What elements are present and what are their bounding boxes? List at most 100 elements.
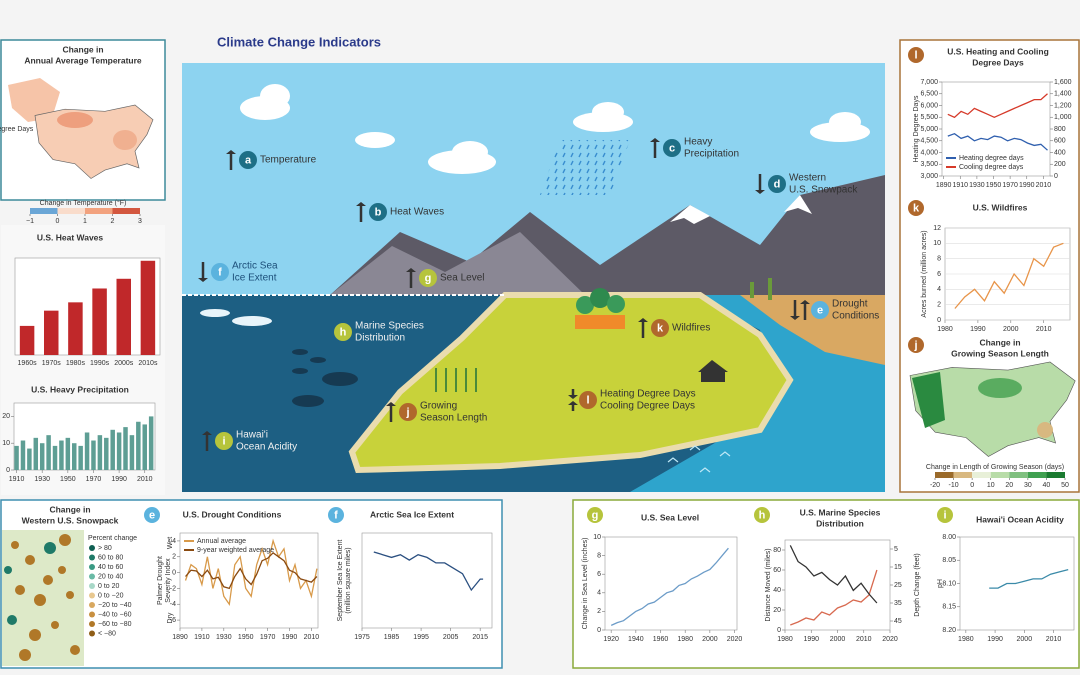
y2-tick-label: 1,400	[1054, 91, 1072, 98]
trend-arrow-head	[568, 395, 578, 399]
y-tick-label: 4,000	[920, 149, 938, 156]
y-tick-label: 8.05	[942, 557, 956, 564]
map-station	[66, 591, 74, 599]
y-tick-label: -6	[170, 617, 176, 624]
legend-label: > 80	[98, 545, 112, 552]
map-patch	[978, 378, 1022, 398]
map-station	[34, 594, 46, 606]
bar	[136, 421, 141, 470]
y-tick-label: 12	[933, 225, 941, 232]
map-patch	[912, 372, 945, 428]
y-tick-label: 2	[172, 554, 176, 561]
map-patch	[57, 112, 93, 128]
y2-tick-label: 15	[894, 564, 902, 571]
series-line	[989, 568, 1069, 589]
panel-title: U.S. Heating and Cooling	[947, 46, 1049, 56]
bar	[116, 432, 122, 470]
bar	[78, 445, 83, 470]
letter: a	[245, 154, 252, 166]
trend-arrow-head	[755, 190, 765, 194]
letter: l	[586, 394, 589, 406]
axis-label: Palmer Drought	[157, 556, 164, 605]
panel-title: Western U.S. Snowpack	[22, 515, 119, 525]
legend-label: 20 to 40	[98, 573, 123, 580]
axis-label: pH	[937, 579, 944, 588]
legend-marker	[89, 583, 95, 589]
x-tick-label: 1960s	[18, 360, 38, 367]
indicator-label: Ice Extent	[232, 273, 277, 284]
letter: i	[222, 435, 225, 447]
x-tick-label: 1990	[970, 326, 986, 333]
letter-badge	[651, 319, 669, 337]
x-tick-label: 2010	[1046, 636, 1062, 643]
map-patch	[113, 130, 137, 150]
legend-label: −40 to −60	[98, 611, 132, 618]
map-station	[29, 629, 41, 641]
illustration	[182, 63, 885, 492]
y-tick-label: 0	[597, 627, 601, 634]
series-line	[373, 551, 484, 592]
y-tick-label: 0	[937, 317, 941, 324]
legend-label: 0 to 20	[98, 583, 120, 590]
y-tick-label: 3,000	[920, 173, 938, 180]
letter: g	[425, 272, 432, 284]
y-tick-label: 40	[773, 587, 781, 594]
plot-frame	[361, 532, 493, 629]
y-tick-label: 4,500	[920, 138, 938, 145]
legend-tick-label: 40	[1043, 482, 1051, 489]
indicator-label: U.S. Snowpack	[789, 185, 858, 196]
trend-arrow-head	[638, 318, 648, 322]
letter-badge	[419, 269, 437, 287]
x-tick-label: 2010	[1036, 182, 1052, 189]
x-tick-label: 1910	[952, 182, 968, 189]
axis-annotation: Dry	[167, 612, 174, 623]
x-tick-label: 2005	[443, 634, 459, 641]
legend-title: Change in Length of Growing Season (days…	[926, 464, 1064, 471]
map-station	[4, 566, 12, 574]
y-tick-label: 8.20	[942, 627, 956, 634]
trend-arrow-head	[406, 268, 416, 272]
legend-label: Heating degree days	[959, 155, 1024, 162]
axis-label: Heating Degree Days	[913, 95, 920, 162]
legend-swatch	[1027, 472, 1047, 478]
map-station	[11, 541, 19, 549]
letter: i	[943, 509, 946, 521]
indicator-label: Heavy	[684, 137, 712, 148]
x-tick-label: 1950	[60, 476, 76, 483]
bar	[44, 310, 59, 355]
letter-badge	[811, 301, 829, 319]
indicator-label: Heating Degree Days	[600, 389, 696, 400]
bar	[142, 424, 147, 470]
letter-badge	[211, 263, 229, 281]
letter: j	[913, 339, 917, 351]
legend-label: −60 to −80	[98, 621, 132, 628]
legend-label: < −80	[98, 630, 116, 637]
x-tick-label: 2000s	[114, 360, 134, 367]
axis-label: Distance Moved (miles)	[765, 548, 772, 621]
indicator-label: Hawai'i	[236, 430, 268, 441]
legend-label: 0 to −20	[98, 592, 124, 599]
x-tick-label: 2020	[727, 636, 743, 643]
legend-label: Cooling degree days	[959, 164, 1024, 171]
y-tick-label: 2	[597, 608, 601, 615]
letter: f	[334, 509, 338, 521]
y-tick-label: 6,500	[920, 91, 938, 98]
x-tick-label: 2010	[856, 636, 872, 643]
letter-badge	[908, 200, 924, 216]
land	[348, 292, 794, 474]
axis-annotation: Wet	[167, 537, 174, 549]
indicator-label: Distribution	[355, 333, 405, 344]
y2-tick-label: 1,000	[1054, 114, 1072, 121]
legend-swatch	[990, 472, 1010, 478]
panel-title: Arctic Sea Ice Extent	[370, 509, 454, 519]
x-tick-label: 1910	[9, 476, 25, 483]
y2-tick-label: 800	[1054, 126, 1066, 133]
panel-title: U.S. Heavy Precipitation	[31, 384, 129, 394]
series-line	[947, 132, 1048, 151]
waves	[667, 445, 731, 473]
y2-tick-label: 1,200	[1054, 102, 1072, 109]
legend-swatch	[1009, 472, 1028, 478]
x-tick-label: 1970	[260, 634, 276, 641]
legend-marker	[89, 545, 95, 551]
y-tick-label: 5,000	[920, 126, 938, 133]
